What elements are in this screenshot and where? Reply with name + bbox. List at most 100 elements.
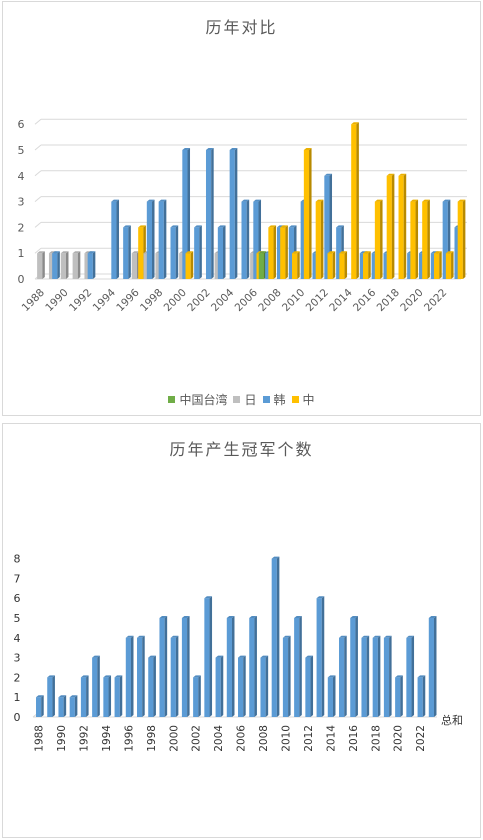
x-tick-label: 2006 [236,725,248,752]
bar [185,251,194,279]
bar [351,122,359,279]
chart-title: 历年对比 [205,18,278,37]
bar [238,655,246,717]
bar [204,596,213,717]
x-tick-label: 2018 [370,725,382,752]
x-tick-label: 2022 [415,725,427,752]
bar [181,616,190,717]
x-tick-label: 2008 [256,287,283,314]
bar [58,695,67,717]
bar [229,148,238,279]
x-tick-label: 2016 [351,286,379,314]
bar [268,225,277,279]
legend-item: 中国台湾 [168,391,227,408]
y-tick-label: 3 [18,196,25,209]
bar [315,199,324,279]
bar [417,675,426,717]
bar [69,695,78,717]
y-tick-label: 2 [14,671,21,684]
chart-title: 历年产生冠军个数 [169,440,314,459]
bar [217,225,226,279]
x-tick-label: 2000 [168,725,180,752]
y-tick-label: 4 [14,632,21,645]
x-tick-label: 2012 [304,287,331,314]
bar [111,199,120,279]
bar [60,251,69,279]
bar [36,695,44,717]
gridline-side [34,118,42,125]
legend-swatch [291,396,299,403]
bar [137,635,145,717]
bar [182,148,191,279]
x-tick-label: 1996 [123,725,135,752]
x-tick-label: 2014 [325,725,337,752]
x-tick-label: 2016 [348,725,360,752]
bar [428,616,437,717]
legend-label: 中国台湾 [179,393,228,407]
bar [72,251,81,279]
y-tick-label: 7 [14,572,21,585]
bar [457,199,466,279]
y-tick-label: 6 [14,592,21,605]
gridline-side [34,247,42,254]
legend-item: 中 [291,391,315,408]
bar [249,616,257,717]
bar [114,675,123,717]
x-tick-label: 2022 [422,287,449,314]
bar [271,556,280,717]
bar [406,635,415,717]
x-tick-label: 1998 [146,725,158,752]
bar [123,225,131,279]
champions-chart-plot: 0 1 2 3 4 5 6 7 8 1988 1990 1992 1994 1996 1998 2000 200… [14,553,437,752]
y-tick-label: 5 [18,144,25,157]
comparison-chart-panel: 历年对比 0 1 2 3 4 5 6 1988 1990 1992 1994 1996 1998 2000… [2,1,481,416]
bar [303,148,312,279]
bar [260,655,269,717]
bar [226,616,235,717]
bar [305,655,314,717]
x-tick-label: 1988 [20,287,47,314]
bar [374,199,383,279]
bar [350,616,358,717]
bar [148,655,156,717]
x-tick-label: 2002 [191,725,203,752]
comparison-chart-plot: 0123456198819901992199419961998200020022… [18,118,467,314]
bar [194,225,202,279]
legend-label: 韩 [273,393,286,407]
y-tick-label: 2 [18,221,25,234]
bar [339,251,348,279]
legend-swatch [262,396,270,403]
bar [422,199,430,279]
y-tick-label: 8 [14,553,21,566]
x-tick-label: 2010 [280,287,307,314]
y-tick-label: 1 [18,247,25,260]
x-tick-label: 1988 [34,725,46,752]
y-tick-label: 6 [18,118,25,131]
bar [445,251,454,279]
champions-chart-panel: 历年产生冠军个数 0 1 2 3 4 5 6 7 8 1988 1990 1992 1994 1996 19… [2,423,481,838]
bar [159,616,168,717]
bar [361,635,370,717]
x-tick-label: 1996 [114,286,142,314]
bar [292,251,300,279]
bar [434,251,442,279]
bar [280,225,288,279]
gridline-side [34,144,42,151]
gridline-side [34,196,42,202]
bar [282,635,291,717]
bar [316,596,325,717]
gridline-side [34,222,42,228]
series-label: 总和 [441,714,463,727]
bar [80,675,89,717]
x-tick-label: 1990 [43,287,70,314]
bar [158,199,167,279]
x-tick-label: 2010 [281,725,293,752]
x-tick-label: 2020 [398,287,425,314]
bar [363,251,371,279]
chart-legend: 中国台湾 日 韩 中 [3,391,480,408]
y-tick-label: 0 [14,711,21,724]
bar [205,148,214,279]
bar [125,635,134,717]
bar [37,251,45,279]
bar [241,199,250,279]
